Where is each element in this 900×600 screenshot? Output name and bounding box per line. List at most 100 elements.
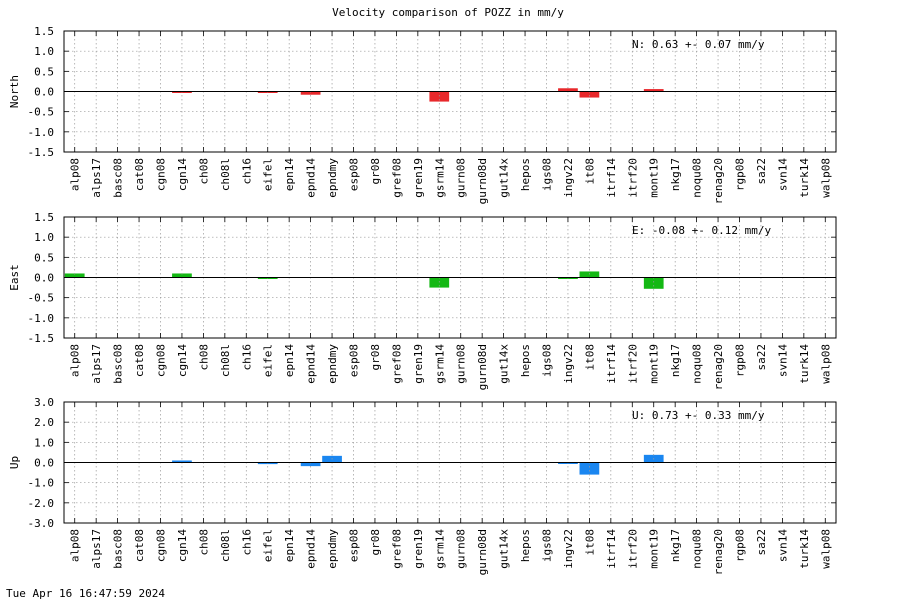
x-tick-label: renag20 (712, 158, 725, 204)
x-tick-label: ch16 (240, 529, 253, 556)
bar-up-epnd14 (300, 462, 321, 467)
x-tick-label: svn14 (776, 158, 789, 191)
x-tick-label: hepos (519, 158, 532, 191)
panel-east: 1.5 1.0 0.5 0.0 -0.5 -1.0 -1.5 East E: -0.08 +- … (8, 211, 837, 390)
x-tick-label: eifel (262, 158, 275, 191)
x-tick-label: sa22 (755, 344, 768, 371)
x-tick-label: ingv22 (562, 158, 575, 198)
x-tick-label: cat08 (133, 529, 146, 562)
x-tick-label: cat08 (133, 158, 146, 191)
x-tick-label: gr08 (369, 529, 382, 556)
x-tick-label: itrf20 (626, 158, 639, 198)
x-tick-label: renag20 (712, 529, 725, 575)
plot-frame (63, 401, 837, 524)
x-tick-label: gref08 (390, 344, 403, 384)
x-tick-label: esp08 (348, 344, 361, 377)
x-tick-label: walp08 (819, 158, 832, 198)
x-tick-label: cgn08 (155, 344, 168, 377)
x-tick-label: gren19 (412, 529, 425, 569)
bar-north-mont19 (643, 89, 664, 92)
bar-east-cgn14 (172, 273, 192, 278)
x-tick-label: gren19 (412, 344, 425, 384)
x-tick-label: mont19 (648, 529, 661, 569)
chart-title: Velocity comparison of POZZ in mm/y (332, 6, 564, 19)
x-tick-label: eifel (262, 344, 275, 377)
x-tick-label: igs08 (541, 344, 554, 377)
x-tick-label: turk14 (798, 158, 811, 198)
stat-annotation: U: 0.73 +- 0.33 mm/y (632, 409, 765, 422)
x-tick-label: turk14 (798, 344, 811, 384)
x-tick-label: epndmy (326, 158, 339, 198)
bar-east-gsrm14 (429, 277, 450, 288)
x-tick-label: esp08 (348, 529, 361, 562)
y-tick-label: -0.5 (28, 106, 55, 119)
x-tick-label: mont19 (648, 344, 661, 384)
x-tick-label: rgp08 (734, 344, 747, 377)
x-tick-label: gren19 (412, 158, 425, 198)
x-tick-label: renag20 (712, 344, 725, 390)
x-tick-label: hepos (519, 529, 532, 562)
plot-frame (63, 30, 837, 153)
y-tick-label: 1.5 (34, 25, 54, 38)
x-tick-label: itrf14 (605, 158, 618, 198)
x-tick-label: epnd14 (305, 344, 318, 384)
x-tick-label: rgp08 (734, 158, 747, 191)
x-tick-label: gurn08 (455, 158, 468, 198)
x-tick-label: gref08 (390, 158, 403, 198)
x-tick-label: gr08 (369, 344, 382, 371)
y-tick-label: -1.0 (28, 312, 55, 325)
x-tick-label: ch08 (197, 344, 210, 371)
bar-east-alp08 (64, 273, 85, 278)
plot-frame (63, 216, 837, 339)
x-tick-label: gr08 (369, 158, 382, 185)
y-tick-label: 0.0 (34, 86, 54, 99)
footer-timestamp: Tue Apr 16 16:47:59 2024 (6, 587, 165, 600)
x-tick-label: cgn14 (176, 158, 189, 191)
y-tick-label: 0.5 (34, 65, 54, 78)
x-tick-label: ch08l (219, 529, 232, 562)
y-tick-label: -1.0 (28, 477, 55, 490)
x-tick-label: cat08 (133, 344, 146, 377)
y-tick-label: 1.0 (34, 436, 54, 449)
x-tick-label: it08 (583, 529, 596, 556)
x-tick-label: igs08 (541, 158, 554, 191)
x-tick-label: esp08 (348, 158, 361, 191)
x-tick-label: alps17 (90, 529, 103, 569)
stat-annotation: N: 0.63 +- 0.07 mm/y (632, 38, 765, 51)
y-tick-label: -0.5 (28, 292, 55, 305)
bar-up-cgn14 (172, 460, 192, 463)
panel-up: 3.0 2.0 1.0 0.0 -1.0 -2.0 -3.0 Up U: 0.73 +- 0.3… (8, 396, 837, 575)
x-tick-label: noqu08 (691, 158, 704, 198)
x-tick-label: epn14 (283, 344, 296, 377)
x-tick-label: itrf20 (626, 344, 639, 384)
bar-up-it08 (579, 462, 600, 475)
bar-east-mont19 (643, 277, 664, 289)
x-tick-label: svn14 (776, 344, 789, 377)
x-tick-label: ch16 (240, 158, 253, 185)
y-tick-label: 3.0 (34, 396, 54, 409)
bar-north-ingv22 (558, 88, 578, 92)
y-axis-label: North (8, 75, 21, 108)
x-tick-label: gurn08d (476, 158, 489, 204)
x-tick-label: mont19 (648, 158, 661, 198)
x-tick-label: it08 (583, 158, 596, 185)
x-tick-label: gurn08d (476, 344, 489, 390)
x-tick-label: gsrm14 (433, 344, 446, 384)
y-tick-label: -2.0 (28, 497, 55, 510)
x-tick-label: ch16 (240, 344, 253, 371)
bar-north-it08 (579, 91, 600, 98)
x-tick-label: sa22 (755, 158, 768, 185)
y-tick-label: 0.0 (34, 457, 54, 470)
y-axis-label: Up (8, 456, 21, 469)
x-tick-label: gref08 (390, 529, 403, 569)
x-tick-label: cgn14 (176, 529, 189, 562)
y-tick-label: -1.5 (28, 332, 55, 345)
y-tick-label: 0.5 (34, 251, 54, 264)
y-tick-label: 0.0 (34, 272, 54, 285)
x-tick-label: nkg17 (669, 344, 682, 377)
y-axis-label: East (8, 264, 21, 291)
x-tick-label: igs08 (541, 529, 554, 562)
x-tick-label: cgn08 (155, 529, 168, 562)
y-tick-label: -1.0 (28, 126, 55, 139)
